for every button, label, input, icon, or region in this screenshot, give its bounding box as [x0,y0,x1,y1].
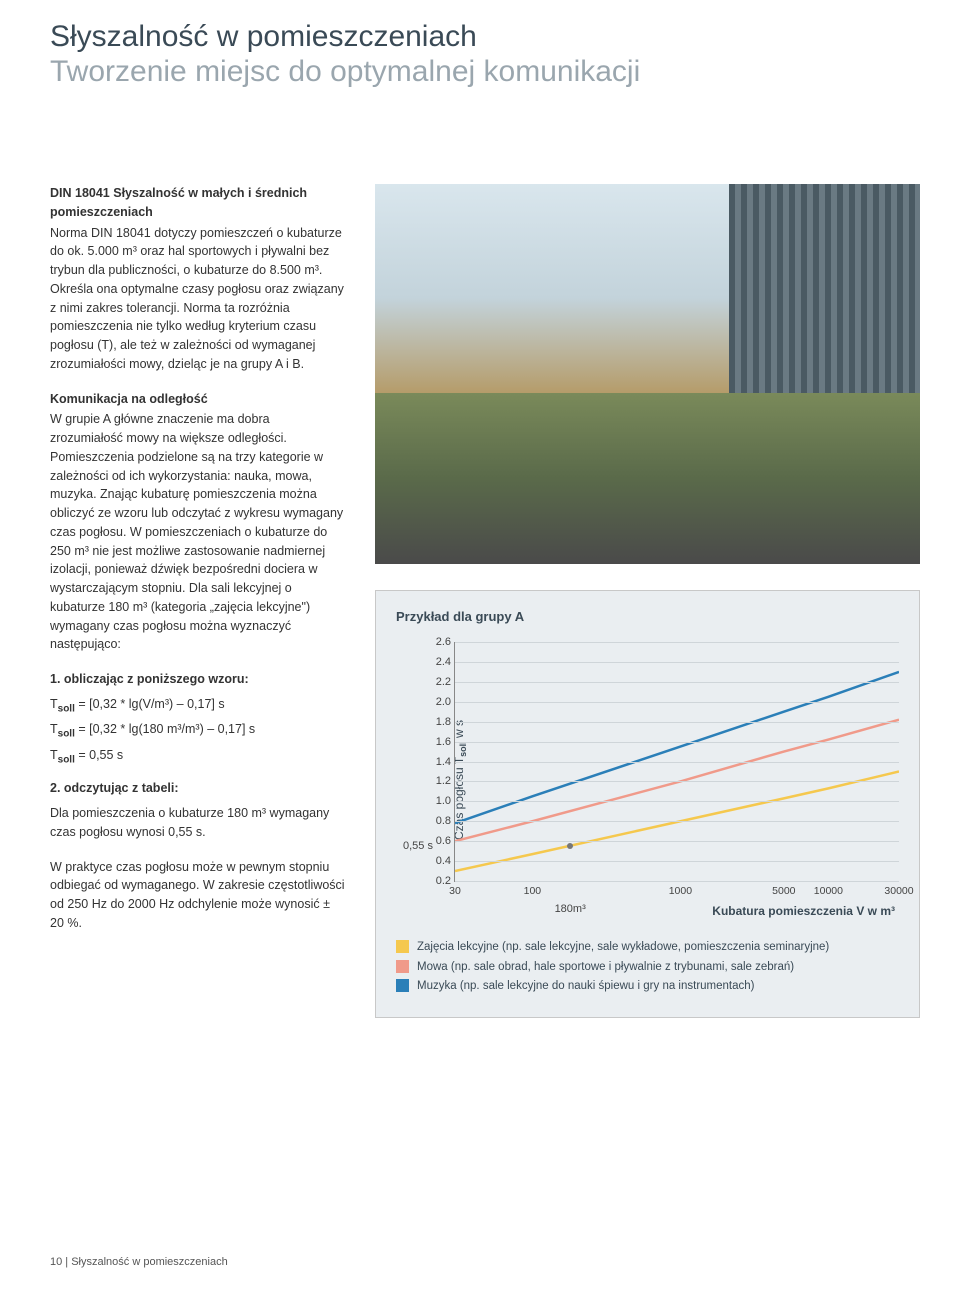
formula-2: Tsoll = [0,32 * lg(180 m³/m³) – 0,17] s [50,720,345,742]
chart-xlabel: Kubatura pomieszczenia V w m³ [454,904,899,918]
ytick: 1.6 [421,736,451,748]
title-sub: Tworzenie miejsc do optymalnej komunikac… [50,55,640,88]
legend-row: Zajęcia lekcyjne (np. sale lekcyjne, sal… [396,938,899,958]
section1-body: Norma DIN 18041 dotyczy pomieszczeń o ku… [50,224,345,374]
page-title: Słyszalność w pomieszczeniach Tworzenie … [50,20,920,89]
chart-plot: 0.20.40.60.81.01.21.41.61.82.02.22.42.63… [454,642,899,882]
chart-panel: Przykład dla grupy A Czas pogłosu Tsoll … [375,590,920,1018]
page-footer: 10 | Słyszalność w pomieszczeniach [50,1256,228,1268]
legend-label: Mowa (np. sale obrad, hale sportowe i pł… [417,958,794,978]
section2-title: Komunikacja na odległość [50,390,345,409]
legend-row: Mowa (np. sale obrad, hale sportowe i pł… [396,958,899,978]
legend-swatch [396,960,409,973]
formula-1: Tsoll = [0,32 * lg(V/m³) – 0,17] s [50,695,345,717]
legend-swatch [396,940,409,953]
legend-label: Muzyka (np. sale lekcyjne do nauki śpiew… [417,977,755,997]
marker-dot [567,843,573,849]
ytick: 1.4 [421,756,451,768]
ytick: 0.2 [421,875,451,887]
tail-paragraph: W praktyce czas pogłosu może w pewnym st… [50,858,345,933]
xtick: 1000 [669,885,692,897]
xtick: 5000 [772,885,795,897]
xtick: 30000 [884,885,913,897]
ytick: 1.8 [421,716,451,728]
ytick: 0.8 [421,815,451,827]
step2-title: 2. odczytując z tabeli: [50,779,345,798]
xtick: 10000 [814,885,843,897]
ytick: 2.2 [421,676,451,688]
ytick: 2.0 [421,696,451,708]
marker-x-label: 180m³ [555,903,586,915]
ytick: 0.4 [421,855,451,867]
ytick: 1.0 [421,795,451,807]
step2-body: Dla pomieszczenia o kubaturze 180 m³ wym… [50,804,345,842]
title-main: Słyszalność w pomieszczeniach [50,20,477,53]
ytick: 2.4 [421,656,451,668]
left-column: DIN 18041 Słyszalność w małych i średnic… [50,184,345,1018]
right-column: Przykład dla grupy A Czas pogłosu Tsoll … [375,184,920,1018]
legend-swatch [396,979,409,992]
xtick: 100 [524,885,542,897]
legend-label: Zajęcia lekcyjne (np. sale lekcyjne, sal… [417,938,829,958]
xtick: 30 [449,885,461,897]
ytick: 1.2 [421,775,451,787]
chart-legend: Zajęcia lekcyjne (np. sale lekcyjne, sal… [396,938,899,997]
legend-row: Muzyka (np. sale lekcyjne do nauki śpiew… [396,977,899,997]
section2-body: W grupie A główne znaczenie ma dobra zro… [50,410,345,654]
chart-title: Przykład dla grupy A [396,609,899,624]
step1-title: 1. obliczając z poniższego wzoru: [50,670,345,689]
ytick: 2.6 [421,636,451,648]
marker-y-label: 0,55 s [403,840,433,852]
formula-3: Tsoll = 0,55 s [50,746,345,768]
classroom-photo [375,184,920,564]
section1-title: DIN 18041 Słyszalność w małych i średnic… [50,184,345,222]
